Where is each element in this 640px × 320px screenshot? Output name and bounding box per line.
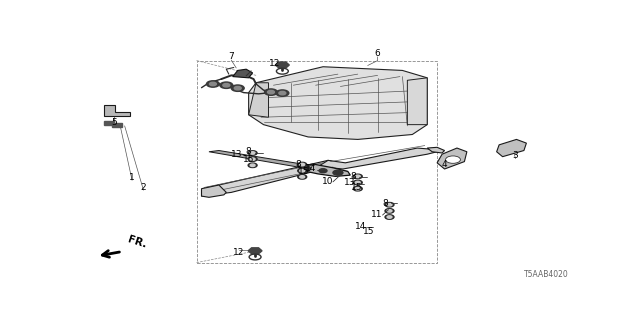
Circle shape	[248, 163, 257, 167]
Text: 15: 15	[298, 167, 310, 176]
Circle shape	[268, 90, 275, 94]
Circle shape	[248, 151, 257, 155]
Circle shape	[445, 156, 460, 163]
Polygon shape	[275, 62, 289, 68]
Circle shape	[250, 152, 255, 154]
Circle shape	[250, 158, 255, 160]
Text: 8: 8	[350, 172, 356, 181]
Circle shape	[387, 204, 392, 206]
Circle shape	[353, 180, 362, 185]
Circle shape	[355, 188, 360, 190]
Bar	[104, 121, 114, 125]
Circle shape	[355, 175, 360, 178]
Text: 7: 7	[228, 52, 234, 61]
Circle shape	[207, 81, 220, 87]
Circle shape	[333, 170, 343, 175]
Polygon shape	[202, 160, 343, 196]
Circle shape	[248, 157, 257, 161]
Circle shape	[300, 163, 305, 166]
Circle shape	[319, 169, 327, 173]
Text: 14: 14	[305, 164, 316, 173]
Circle shape	[250, 164, 255, 166]
Circle shape	[355, 181, 360, 184]
Circle shape	[300, 176, 305, 178]
Bar	[112, 123, 122, 127]
Circle shape	[353, 174, 362, 179]
Polygon shape	[209, 150, 348, 174]
Text: 5: 5	[111, 118, 116, 127]
Text: 15: 15	[363, 227, 374, 236]
Text: 15: 15	[351, 183, 362, 192]
Text: 11: 11	[371, 210, 382, 219]
Circle shape	[385, 203, 394, 207]
Polygon shape	[202, 185, 227, 197]
Circle shape	[298, 169, 307, 173]
Circle shape	[209, 82, 216, 86]
Circle shape	[387, 216, 392, 218]
Polygon shape	[318, 148, 437, 169]
Polygon shape	[248, 248, 262, 254]
Circle shape	[234, 86, 241, 90]
Polygon shape	[298, 164, 350, 176]
Text: 13: 13	[230, 150, 242, 159]
Circle shape	[220, 82, 233, 88]
Circle shape	[298, 162, 307, 167]
Circle shape	[300, 170, 305, 172]
Text: 8: 8	[296, 160, 301, 169]
Circle shape	[385, 215, 394, 219]
Polygon shape	[104, 105, 129, 116]
Text: 14: 14	[355, 222, 366, 231]
Text: 4: 4	[442, 160, 447, 169]
Text: 15: 15	[243, 155, 254, 164]
Circle shape	[279, 92, 286, 95]
Text: 2: 2	[141, 183, 147, 192]
Text: 10: 10	[323, 177, 333, 186]
Circle shape	[223, 84, 230, 87]
Text: 6: 6	[375, 49, 380, 58]
Text: 8: 8	[246, 147, 252, 156]
Polygon shape	[428, 147, 445, 153]
Polygon shape	[408, 78, 428, 124]
Text: 12: 12	[233, 248, 244, 257]
Polygon shape	[233, 69, 253, 78]
Circle shape	[385, 209, 394, 213]
Text: 13: 13	[344, 178, 355, 187]
Polygon shape	[437, 148, 467, 169]
Polygon shape	[497, 140, 527, 157]
Text: FR.: FR.	[126, 235, 148, 250]
Circle shape	[231, 85, 244, 92]
Text: T5AAB4020: T5AAB4020	[524, 270, 568, 279]
Circle shape	[264, 89, 277, 95]
Circle shape	[276, 90, 289, 96]
Text: 8: 8	[382, 199, 388, 208]
Circle shape	[387, 210, 392, 212]
Text: 3: 3	[513, 151, 518, 160]
Circle shape	[298, 175, 307, 179]
Polygon shape	[249, 67, 428, 140]
Polygon shape	[249, 83, 269, 117]
Circle shape	[353, 187, 362, 191]
Text: 1: 1	[129, 173, 135, 182]
Text: 12: 12	[269, 59, 280, 68]
Circle shape	[301, 166, 310, 171]
